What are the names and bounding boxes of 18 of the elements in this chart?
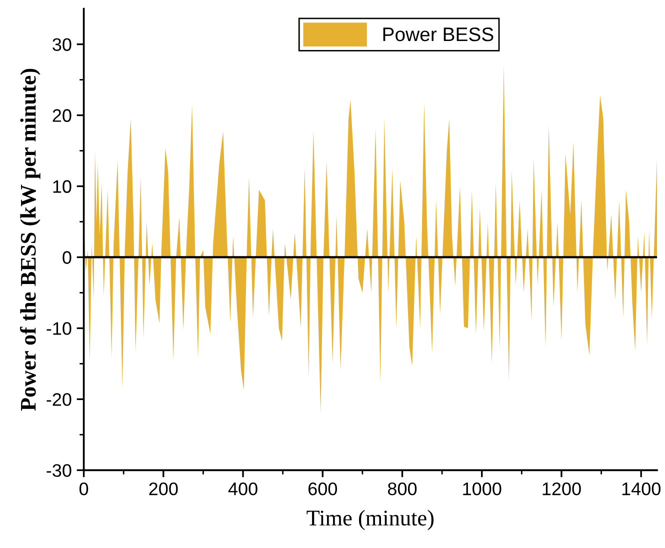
x-tick-label: 1000: [463, 482, 502, 496]
legend-label: Power BESS: [383, 27, 494, 42]
y-tick-label: -30: [46, 464, 72, 477]
x-tick-label: 400: [228, 482, 258, 496]
y-tick-label: -20: [46, 393, 72, 406]
y-tick-label: 10: [53, 180, 72, 193]
x-tick-label: 800: [388, 482, 417, 496]
y-tick-label: -10: [46, 322, 72, 335]
x-tick-label: 1400: [622, 482, 660, 496]
y-tick-label: 30: [52, 38, 72, 51]
x-tick-label: 1200: [542, 482, 581, 496]
x-tick-label: 200: [149, 482, 178, 496]
x-tick-label: 0: [79, 482, 88, 496]
y-tick-label: 20: [52, 109, 72, 122]
y-tick-label: 0: [62, 251, 72, 264]
y-axis-title: Power of the BESS (kW per minute): [20, 68, 40, 411]
x-axis-title: Time (minute): [306, 510, 434, 530]
x-tick-label: 600: [308, 482, 337, 496]
